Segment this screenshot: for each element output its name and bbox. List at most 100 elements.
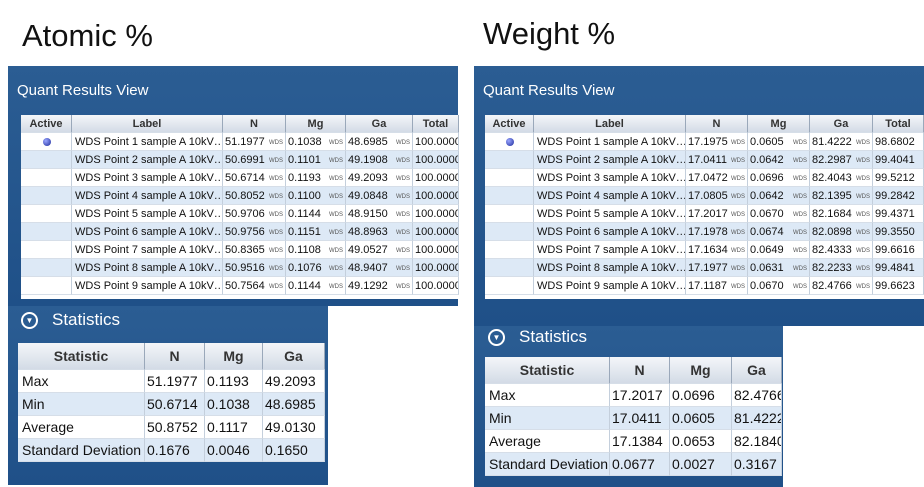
collapse-toggle[interactable]: ▼ — [488, 329, 505, 346]
value-cell: 50.9706 WDS — [223, 205, 286, 223]
value: 0.0649 — [750, 244, 784, 256]
value-cell: 0.0649 WDS — [748, 241, 810, 259]
source-tag: WDS — [731, 194, 745, 200]
value-cell: 82.0898 WDS — [810, 223, 873, 241]
row-label: WDS Point 6 sample A 10kV… — [534, 223, 686, 241]
active-cell[interactable] — [485, 151, 534, 169]
active-cell[interactable] — [21, 241, 72, 259]
value-cell: 48.8963 WDS — [346, 223, 413, 241]
active-cell[interactable] — [21, 277, 72, 295]
value-cell: 0.1193 WDS — [286, 169, 346, 187]
value-cell: 49.0527 WDS — [346, 241, 413, 259]
value: 0.1101 — [288, 154, 321, 166]
source-tag: WDS — [856, 248, 870, 254]
value-cell: 0.0605 WDS — [748, 133, 810, 151]
value: 0.0696 — [750, 172, 784, 184]
source-tag: WDS — [793, 194, 807, 200]
source-tag: WDS — [731, 284, 745, 290]
value-cell: 17.1978 WDS — [686, 223, 748, 241]
results-table: Active Label N Mg Ga Total WDS Point 1 sample … — [485, 115, 924, 299]
active-cell[interactable] — [21, 133, 72, 151]
results-table: Active Label N Mg Ga Total WDS Point 1 sample … — [21, 115, 459, 299]
value: 0.0631 — [750, 262, 784, 274]
value-cell: 82.4043 WDS — [810, 169, 873, 187]
row-label: WDS Point 8 sample A 10kV… — [72, 259, 223, 277]
column-header: Ga — [810, 115, 873, 133]
value-cell: 17.2017 WDS — [686, 205, 748, 223]
source-tag: WDS — [856, 266, 870, 272]
active-cell[interactable] — [485, 241, 534, 259]
value: 100.0000 — [415, 262, 459, 274]
active-cell[interactable] — [485, 259, 534, 277]
source-tag: WDS — [329, 230, 343, 236]
value: 99.4041 — [875, 154, 915, 166]
statistic-label: Standard Deviation — [485, 453, 610, 476]
value-cell: 17.1977 WDS — [686, 259, 748, 277]
value: 50.9516 — [225, 262, 265, 274]
active-cell[interactable] — [21, 151, 72, 169]
column-header: Active — [485, 115, 534, 133]
value-cell: 0.0696 WDS — [748, 169, 810, 187]
value: 0.0670 — [750, 280, 784, 292]
active-cell[interactable] — [485, 133, 534, 151]
statistic-value: 0.1676 — [145, 439, 205, 462]
source-tag: WDS — [856, 140, 870, 146]
value-cell: 0.1101 WDS — [286, 151, 346, 169]
source-tag: WDS — [731, 176, 745, 182]
active-cell[interactable] — [485, 205, 534, 223]
collapse-toggle[interactable]: ▼ — [21, 312, 38, 329]
value-cell: 99.6623 — [873, 277, 924, 295]
source-tag: WDS — [731, 158, 745, 164]
column-header: Total — [413, 115, 459, 133]
active-cell[interactable] — [485, 277, 534, 295]
active-cell[interactable] — [21, 223, 72, 241]
value-cell: 99.6616 — [873, 241, 924, 259]
value: 0.1144 — [288, 280, 321, 292]
source-tag: WDS — [329, 194, 343, 200]
active-cell[interactable] — [485, 223, 534, 241]
source-tag: WDS — [329, 248, 343, 254]
value-cell: 99.3550 — [873, 223, 924, 241]
source-tag: WDS — [329, 266, 343, 272]
column-header: Label — [534, 115, 686, 133]
active-cell[interactable] — [485, 187, 534, 205]
active-cell[interactable] — [21, 205, 72, 223]
column-header: N — [686, 115, 748, 133]
source-tag: WDS — [396, 158, 410, 164]
column-header: N — [610, 357, 670, 384]
value-cell: 0.0642 WDS — [748, 151, 810, 169]
panel-title: Weight % — [483, 16, 616, 51]
row-label: WDS Point 7 sample A 10kV… — [72, 241, 223, 259]
source-tag: WDS — [793, 248, 807, 254]
value-cell: 82.2233 WDS — [810, 259, 873, 277]
value: 17.1977 — [688, 262, 728, 274]
value: 50.9756 — [225, 226, 265, 238]
value: 100.0000 — [415, 280, 459, 292]
source-tag: WDS — [731, 266, 745, 272]
value-cell: 100.0000 — [413, 223, 459, 241]
active-cell[interactable] — [21, 169, 72, 187]
value: 82.1395 — [812, 190, 852, 202]
value-cell: 17.0805 WDS — [686, 187, 748, 205]
row-label: WDS Point 4 sample A 10kV… — [72, 187, 223, 205]
statistic-value: 82.1840 — [732, 430, 782, 453]
active-cell[interactable] — [485, 169, 534, 187]
value-cell: 82.1684 WDS — [810, 205, 873, 223]
active-cell[interactable] — [21, 187, 72, 205]
statistic-label: Max — [18, 370, 145, 393]
value-cell: 100.0000 — [413, 187, 459, 205]
value-cell: 82.1395 WDS — [810, 187, 873, 205]
value: 49.2093 — [348, 172, 388, 184]
value-cell: 0.1144 WDS — [286, 277, 346, 295]
value: 0.1193 — [288, 172, 321, 184]
source-tag: WDS — [329, 284, 343, 290]
value-cell: 50.7564 WDS — [223, 277, 286, 295]
row-label: WDS Point 4 sample A 10kV… — [534, 187, 686, 205]
active-cell[interactable] — [21, 259, 72, 277]
value-cell: 99.4041 — [873, 151, 924, 169]
source-tag: WDS — [269, 194, 283, 200]
source-tag: WDS — [856, 230, 870, 236]
statistic-value: 0.0046 — [205, 439, 263, 462]
value: 82.1684 — [812, 208, 852, 220]
